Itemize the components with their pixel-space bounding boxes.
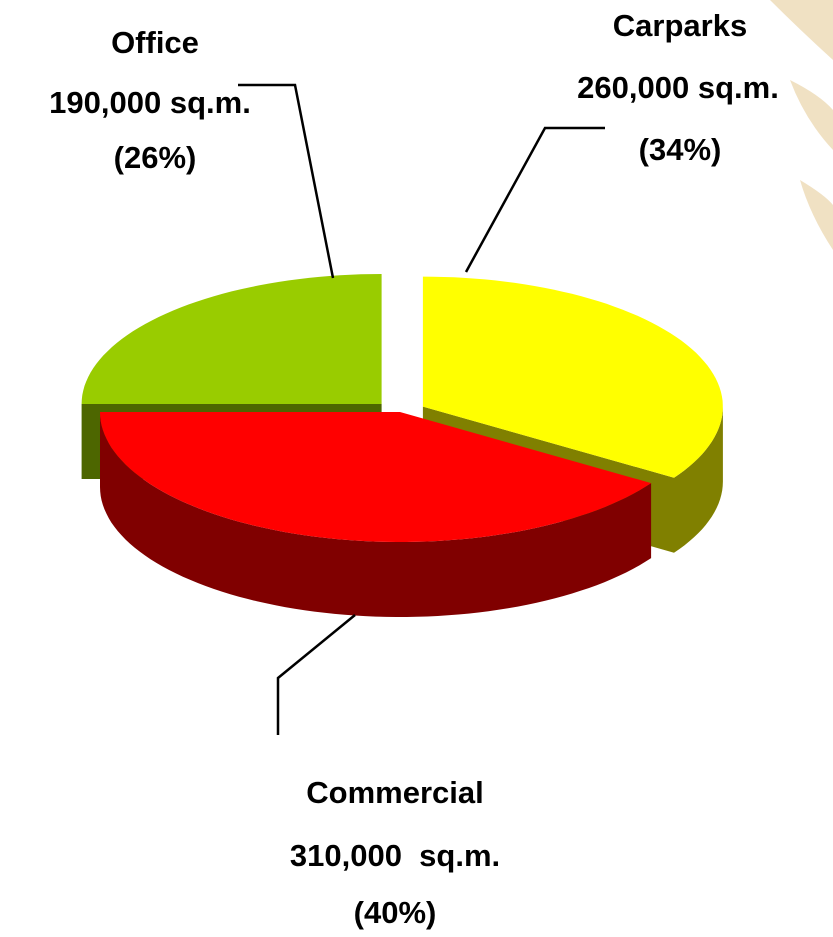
decor-petal xyxy=(790,80,833,150)
category-label: Carparks xyxy=(613,8,747,43)
value-label: 260,000 sq.m. xyxy=(577,70,779,105)
value-label: 310,000 sq.m. xyxy=(290,838,500,873)
slice xyxy=(81,274,382,404)
slice-side xyxy=(674,406,723,553)
decor-petal xyxy=(770,0,833,60)
pie xyxy=(81,274,723,617)
value-label: 190,000 sq.m. xyxy=(49,85,251,120)
category-label: Office xyxy=(111,25,199,60)
leader-line xyxy=(238,83,335,279)
decor-petal xyxy=(800,180,833,250)
leader-line xyxy=(464,126,605,273)
percentage-label: (34%) xyxy=(639,132,722,167)
background-sunburst xyxy=(770,0,833,250)
slice xyxy=(422,276,723,478)
slice xyxy=(100,412,652,542)
leader-line xyxy=(276,614,356,735)
slice-side xyxy=(100,412,652,617)
percentage-label: (26%) xyxy=(114,140,197,175)
percentage-label: (40%) xyxy=(354,895,437,930)
category-label: Commercial xyxy=(306,775,483,810)
